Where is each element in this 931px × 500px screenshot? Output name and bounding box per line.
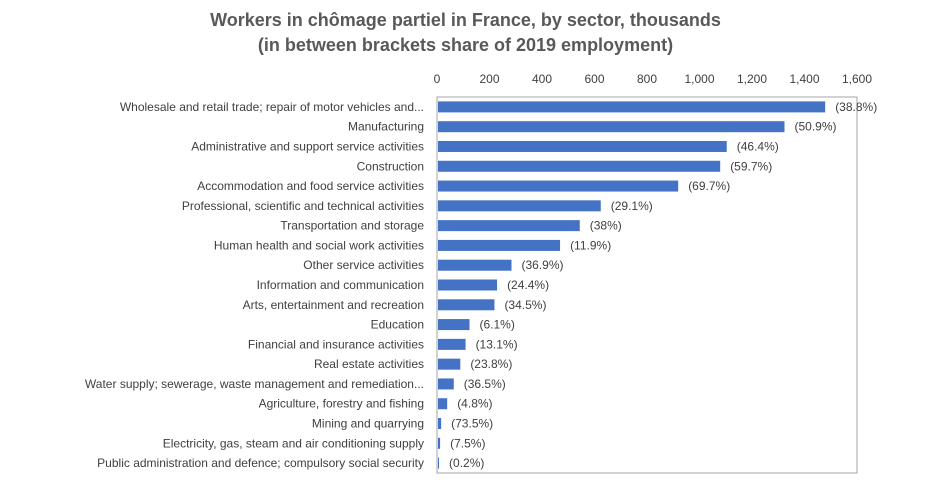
chart-title: Workers in chômage partiel in France, by… bbox=[210, 10, 721, 30]
data-label: (23.8%) bbox=[470, 357, 512, 371]
bar bbox=[438, 239, 561, 251]
bar bbox=[438, 338, 466, 350]
category-label: Manufacturing bbox=[348, 120, 424, 134]
data-label: (6.1%) bbox=[480, 318, 515, 332]
category-label: Electricity, gas, steam and air conditio… bbox=[163, 436, 424, 450]
category-label: Education bbox=[371, 318, 424, 332]
bar bbox=[438, 160, 721, 172]
data-label: (50.9%) bbox=[795, 120, 837, 134]
bar bbox=[438, 200, 601, 212]
bar bbox=[438, 457, 440, 469]
data-label: (4.8%) bbox=[457, 397, 492, 411]
category-label: Real estate activities bbox=[314, 357, 424, 371]
bars bbox=[438, 101, 826, 469]
x-tick-label: 1,400 bbox=[789, 72, 819, 86]
bar bbox=[438, 121, 785, 133]
category-label: Other service activities bbox=[303, 258, 424, 272]
data-label: (11.9%) bbox=[570, 238, 611, 252]
data-label: (46.4%) bbox=[737, 139, 779, 153]
category-label: Professional, scientific and technical a… bbox=[182, 199, 424, 213]
category-label: Mining and quarrying bbox=[312, 417, 424, 431]
plot-area-border bbox=[436, 96, 858, 474]
data-label: (13.1%) bbox=[476, 337, 518, 351]
bar bbox=[438, 279, 498, 291]
bar bbox=[438, 398, 448, 410]
category-label: Arts, entertainment and recreation bbox=[243, 298, 424, 312]
x-tick-label: 200 bbox=[479, 72, 499, 86]
category-label: Administrative and support service activ… bbox=[191, 139, 424, 153]
x-tick-label: 0 bbox=[434, 72, 441, 86]
x-tick-label: 400 bbox=[532, 72, 552, 86]
chart-title-block: Workers in chômage partiel in France, by… bbox=[0, 8, 931, 58]
category-labels: Wholesale and retail trade; repair of mo… bbox=[85, 100, 424, 470]
chart-subtitle: (in between brackets share of 2019 emplo… bbox=[257, 35, 674, 55]
bar bbox=[438, 358, 461, 370]
bar bbox=[438, 180, 679, 192]
bar bbox=[438, 140, 727, 152]
category-label: Transportation and storage bbox=[280, 219, 424, 233]
data-label: (73.5%) bbox=[451, 417, 493, 431]
data-label: (59.7%) bbox=[730, 159, 772, 173]
data-label: (29.1%) bbox=[611, 199, 653, 213]
x-axis-ticks: 0 200 400 600 800 1,000 1,200 1,400 1,600 bbox=[434, 72, 873, 86]
data-label: (36.5%) bbox=[464, 377, 506, 391]
category-label: Water supply; sewerage, waste management… bbox=[85, 377, 424, 391]
bar bbox=[438, 418, 442, 430]
category-label: Financial and insurance activities bbox=[248, 337, 424, 351]
data-label: (7.5%) bbox=[450, 436, 485, 450]
bar bbox=[438, 259, 512, 271]
category-label: Information and communication bbox=[257, 278, 424, 292]
bar bbox=[438, 378, 454, 390]
category-label: Wholesale and retail trade; repair of mo… bbox=[120, 100, 424, 114]
category-label: Construction bbox=[357, 159, 424, 173]
x-tick-label: 1,000 bbox=[684, 72, 714, 86]
bar bbox=[438, 101, 826, 113]
data-label: (24.4%) bbox=[507, 278, 549, 292]
category-label: Human health and social work activities bbox=[214, 238, 424, 252]
category-label: Accommodation and food service activitie… bbox=[197, 179, 424, 193]
bar bbox=[438, 319, 470, 331]
data-label: (69.7%) bbox=[688, 179, 730, 193]
x-tick-label: 600 bbox=[584, 72, 604, 86]
x-tick-label: 800 bbox=[637, 72, 657, 86]
data-label: (38.8%) bbox=[835, 100, 877, 114]
x-tick-label: 1,600 bbox=[842, 72, 872, 86]
category-label: Public administration and defence; compu… bbox=[97, 456, 424, 470]
bar bbox=[438, 299, 495, 311]
bar bbox=[438, 437, 441, 449]
data-label: (38%) bbox=[590, 219, 622, 233]
bar bbox=[438, 220, 580, 232]
data-label: (34.5%) bbox=[504, 298, 546, 312]
data-label: (36.9%) bbox=[522, 258, 564, 272]
category-label: Agriculture, forestry and fishing bbox=[259, 397, 424, 411]
x-tick-label: 1,200 bbox=[737, 72, 767, 86]
data-labels: (38.8%) (50.9%) (46.4%) (59.7%)(69.7%) (29.1… bbox=[449, 100, 877, 470]
data-label: (0.2%) bbox=[449, 456, 484, 470]
